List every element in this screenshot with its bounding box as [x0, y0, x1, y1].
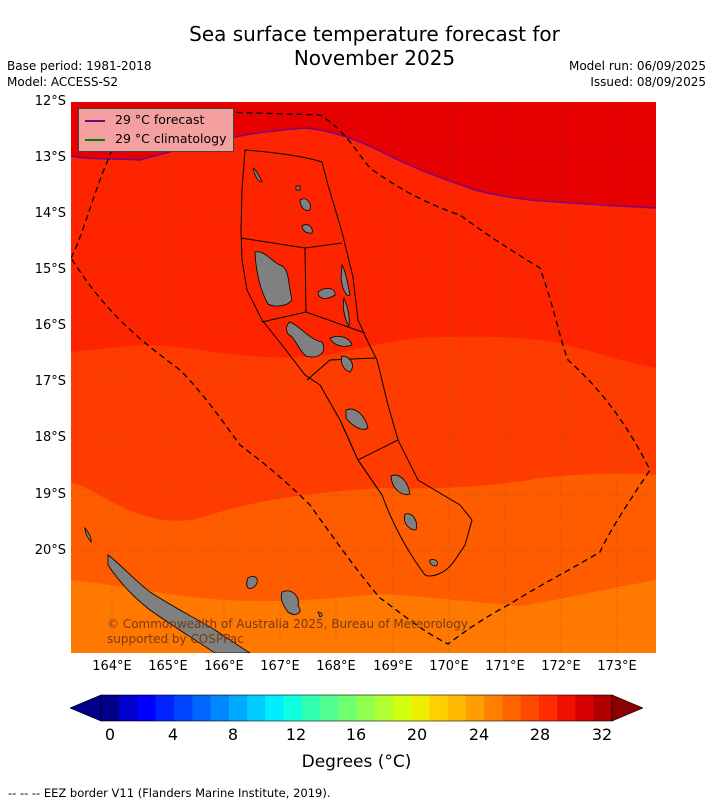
forecast-29c-contour	[71, 127, 656, 209]
title-line-1: Sea surface temperature forecast for	[189, 22, 560, 46]
lat-label: 12°S	[34, 94, 66, 109]
map-legend: 29 °C forecast 29 °C climatology	[78, 108, 234, 152]
colorbar-cell	[502, 695, 522, 721]
issued-date: Issued: 08/09/2025	[590, 75, 706, 89]
climatology-line-swatch	[85, 138, 105, 141]
lat-label: 20°S	[34, 543, 66, 558]
colorbar-cell	[356, 695, 376, 721]
model-run-date: Model run: 06/09/2025	[568, 59, 706, 73]
lon-label: 167°E	[260, 659, 300, 674]
colorbar-low-arrow	[70, 694, 102, 722]
colorbar-cell	[174, 695, 193, 721]
chart-title: Sea surface temperature forecast for Nov…	[0, 22, 713, 70]
lon-label: 170°E	[429, 659, 469, 674]
legend-climatology-entry: 29 °C climatology	[85, 130, 227, 148]
lon-label: 164°E	[92, 659, 132, 674]
colorbar-cell	[137, 695, 157, 721]
copyright-notice: © Commonwealth of Australia 2025, Bureau…	[107, 617, 472, 646]
lat-label: 13°S	[34, 150, 66, 165]
colorbar-cell	[283, 695, 303, 721]
colorbar-cell	[466, 695, 485, 721]
lat-label: 16°S	[34, 318, 66, 333]
legend-climatology-label: 29 °C climatology	[115, 131, 227, 146]
lon-label: 165°E	[148, 659, 188, 674]
colorbar-cell	[210, 695, 230, 721]
lat-label: 14°S	[34, 206, 66, 221]
colorbar-cell	[429, 695, 449, 721]
eez-source-note: -- -- -- EEZ border V11 (Flanders Marine…	[8, 786, 331, 800]
colorbar-tick: 12	[285, 725, 307, 744]
colorbar-cell	[520, 695, 540, 721]
colorbar-tick: 32	[591, 725, 613, 744]
lat-label: 15°S	[34, 262, 66, 277]
colorbar-cell	[101, 695, 120, 721]
base-period: Base period: 1981-2018	[7, 59, 152, 73]
land-masses	[84, 167, 438, 653]
lon-label: 169°E	[373, 659, 413, 674]
lat-label: 17°S	[34, 374, 66, 389]
colorbar-tick: 20	[406, 725, 428, 744]
colorbar-cell	[411, 695, 430, 721]
legend-forecast-label: 29 °C forecast	[115, 112, 205, 127]
colorbar-cell	[593, 695, 613, 721]
colorbar-cell	[338, 695, 357, 721]
colorbar-cell	[557, 695, 576, 721]
colorbar-tick: 28	[529, 725, 551, 744]
colorbar-cell	[265, 695, 284, 721]
colorbar-cell	[247, 695, 266, 721]
lat-label: 18°S	[34, 430, 66, 445]
province-boundaries	[240, 149, 473, 577]
colorbar-high-arrow	[611, 694, 643, 722]
colorbar-cell	[192, 695, 211, 721]
colorbar-tick: 16	[345, 725, 367, 744]
colorbar-cell	[393, 695, 412, 721]
colorbar-label: Degrees (°C)	[301, 752, 412, 772]
colorbar-cell	[301, 695, 321, 721]
lon-label: 172°E	[541, 659, 581, 674]
lon-label: 173°E	[597, 659, 637, 674]
forecast-line-swatch	[85, 119, 105, 122]
model-name: Model: ACCESS-S2	[7, 75, 119, 89]
lon-label: 171°E	[485, 659, 525, 674]
colorbar-cell	[539, 695, 558, 721]
colorbar-cell	[447, 695, 467, 721]
colorbar-tick: 8	[227, 725, 239, 744]
colorbar-tick: 24	[468, 725, 490, 744]
sst-map	[71, 102, 656, 653]
colorbar-cell	[320, 695, 339, 721]
lon-label: 168°E	[316, 659, 356, 674]
legend-forecast-entry: 29 °C forecast	[85, 111, 204, 129]
colorbar-cells	[100, 694, 613, 722]
lat-label: 19°S	[34, 487, 66, 502]
colorbar-cell	[228, 695, 248, 721]
colorbar-cell	[119, 695, 138, 721]
colorbar-tick: 4	[167, 725, 179, 744]
colorbar-cell	[155, 695, 175, 721]
colorbar-tick: 0	[104, 725, 116, 744]
colorbar	[70, 694, 643, 722]
colorbar-cell	[575, 695, 595, 721]
colorbar-cell	[374, 695, 394, 721]
title-line-2: November 2025	[293, 46, 456, 70]
colorbar-cell	[484, 695, 503, 721]
lon-label: 166°E	[204, 659, 244, 674]
